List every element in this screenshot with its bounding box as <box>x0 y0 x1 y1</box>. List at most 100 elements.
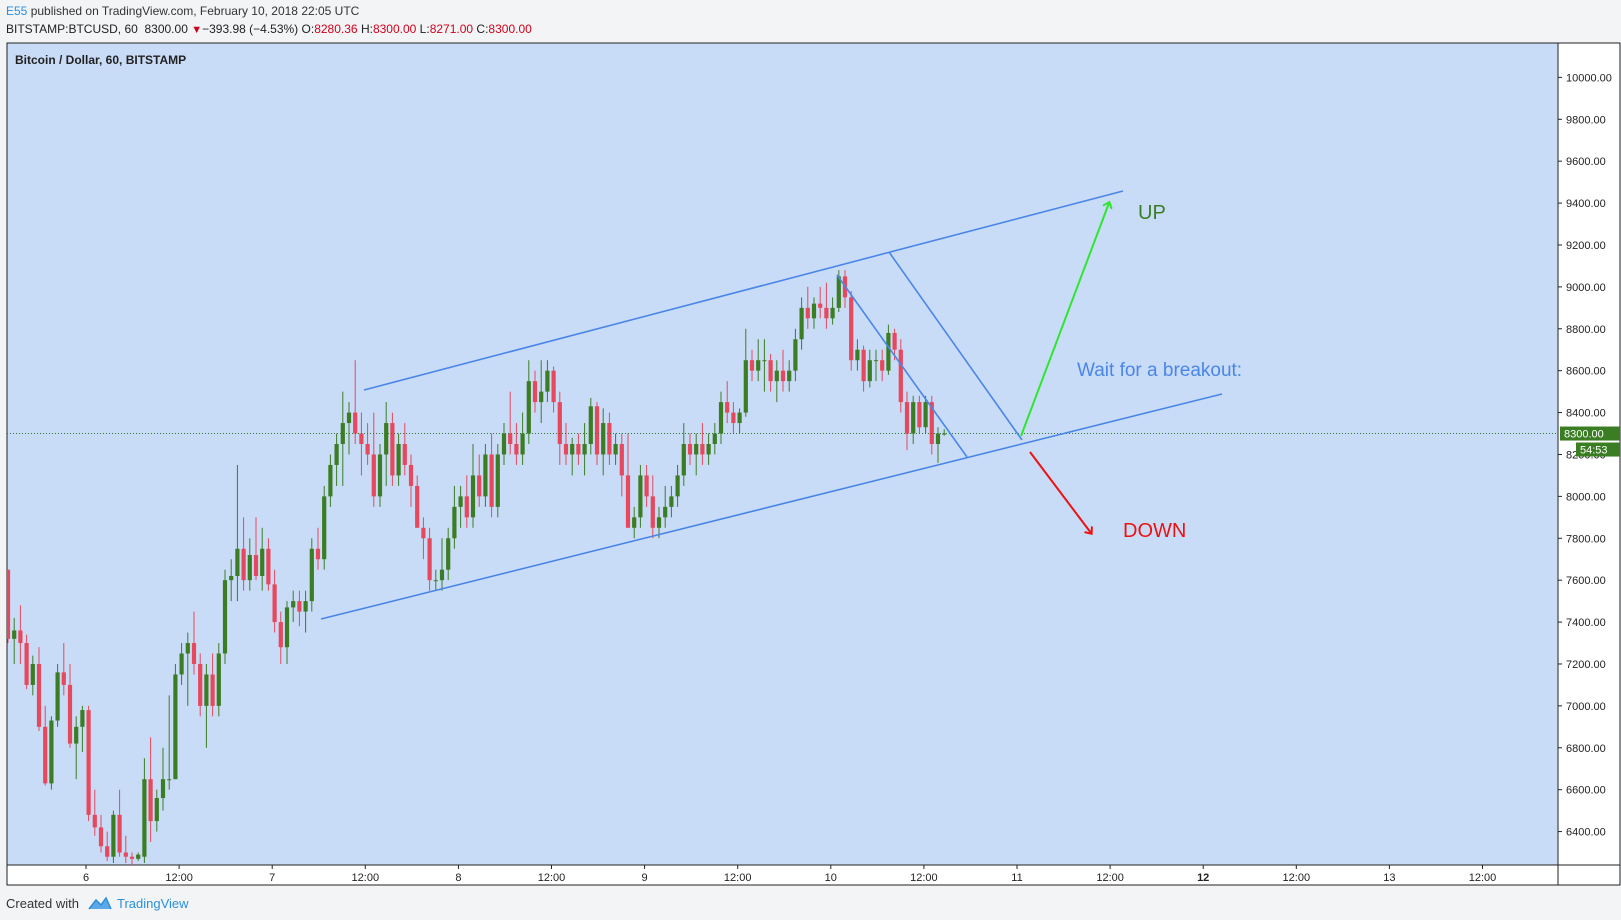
arrow-up[interactable] <box>1020 203 1109 437</box>
candle <box>402 423 407 476</box>
price-tags: 8300.00 54:53 <box>1560 426 1620 457</box>
candle-body <box>396 444 401 476</box>
candle <box>154 789 159 832</box>
x-tick-label: 6 <box>83 872 89 884</box>
candle-body <box>849 297 854 361</box>
low-value: 8271.00 <box>429 22 474 36</box>
time-axis[interactable] <box>7 865 1620 885</box>
open-label: O: <box>301 22 315 36</box>
candle-body <box>136 854 141 859</box>
candle <box>92 789 97 836</box>
close-value: 8300.00 <box>488 22 532 36</box>
candle-body <box>129 856 135 859</box>
candle <box>489 433 494 518</box>
y-tick-label: 7800.00 <box>1566 533 1606 545</box>
plot-area[interactable] <box>7 43 1558 865</box>
candle-body <box>625 475 631 528</box>
flag-right-line[interactable] <box>888 251 1023 441</box>
candle <box>278 611 283 664</box>
last-price: 8300.00 <box>144 22 188 36</box>
candle <box>30 655 35 696</box>
candle <box>24 634 29 690</box>
trendline-drawings: UP DOWN Wait for a breakout: <box>320 190 1242 620</box>
x-tick-label: 7 <box>269 872 275 884</box>
candle <box>458 485 463 528</box>
candle <box>111 810 116 863</box>
x-tick-label: 12:00 <box>165 872 193 884</box>
candle-body <box>694 444 699 455</box>
arrow-down[interactable] <box>1029 451 1091 533</box>
candle <box>247 538 252 591</box>
candle-body <box>185 643 190 654</box>
candle-body <box>30 663 35 685</box>
candle <box>712 423 717 455</box>
candle <box>105 831 110 861</box>
candle-body <box>446 538 451 570</box>
candle-body <box>576 444 581 455</box>
candle <box>272 569 277 633</box>
candle <box>520 412 525 465</box>
channel-upper-line[interactable] <box>363 190 1124 391</box>
tradingview-logo-icon[interactable] <box>87 895 113 911</box>
countdown-tag-label: 54:53 <box>1580 445 1608 457</box>
down-label[interactable]: DOWN <box>1123 520 1186 542</box>
candle-body <box>756 360 761 371</box>
candle <box>663 485 668 528</box>
candle <box>328 454 333 507</box>
candle <box>607 412 612 465</box>
candle <box>55 663 60 727</box>
candle-body <box>477 475 482 497</box>
candle <box>650 475 655 539</box>
candle-body <box>470 475 476 518</box>
tradingview-brand-link[interactable]: TradingView <box>116 895 189 911</box>
candle <box>898 339 903 413</box>
candle <box>80 705 85 752</box>
breakout-note[interactable]: Wait for a breakout: <box>1077 360 1242 381</box>
candle-body <box>780 370 786 382</box>
author-link[interactable]: E55 <box>6 4 28 18</box>
candle <box>706 433 711 465</box>
flag-left-line[interactable] <box>836 274 968 458</box>
y-tick-label: 8600.00 <box>1566 366 1606 378</box>
candle-body <box>873 360 879 362</box>
candle-body <box>377 454 383 497</box>
candle <box>570 437 575 476</box>
candle <box>594 402 600 465</box>
candle-body <box>464 496 469 518</box>
candle-body <box>12 630 17 639</box>
up-label[interactable]: UP <box>1138 202 1166 224</box>
x-tick-label: 12:00 <box>538 872 566 884</box>
candle <box>185 632 190 706</box>
candle <box>619 433 624 497</box>
candle <box>638 464 643 528</box>
candle <box>235 464 240 602</box>
candle <box>886 324 891 375</box>
created-with-text: Created with <box>6 895 79 911</box>
candle <box>36 647 42 732</box>
price-chart[interactable]: Bitcoin / Dollar, 60, BITSTAMP 6400.0066… <box>0 0 1621 890</box>
channel-lower-line[interactable] <box>320 393 1223 620</box>
countdown-tag <box>1576 442 1620 457</box>
candle-body <box>98 827 104 847</box>
candle <box>830 297 835 325</box>
candle <box>644 464 649 507</box>
candle <box>576 433 581 465</box>
y-tick-label: 8800.00 <box>1566 324 1606 336</box>
candle <box>675 464 680 507</box>
candle <box>340 391 345 486</box>
candle-body <box>904 402 910 434</box>
candle <box>334 433 339 486</box>
candle-body <box>824 307 829 319</box>
candle <box>415 475 420 528</box>
candle-body <box>520 433 525 455</box>
candle <box>142 758 147 863</box>
candle <box>787 360 792 392</box>
candle <box>421 517 426 560</box>
candle <box>216 643 221 717</box>
candle-body <box>67 684 73 744</box>
x-axis-ticks: 6 12:00 7 12:00 8 12:00 9 12:00 10 12:00 11 12:00 12… <box>83 865 1496 884</box>
candle <box>260 527 265 591</box>
candle-body <box>402 444 407 465</box>
candle <box>98 814 104 853</box>
y-tick-label: 10000.00 <box>1566 72 1612 84</box>
